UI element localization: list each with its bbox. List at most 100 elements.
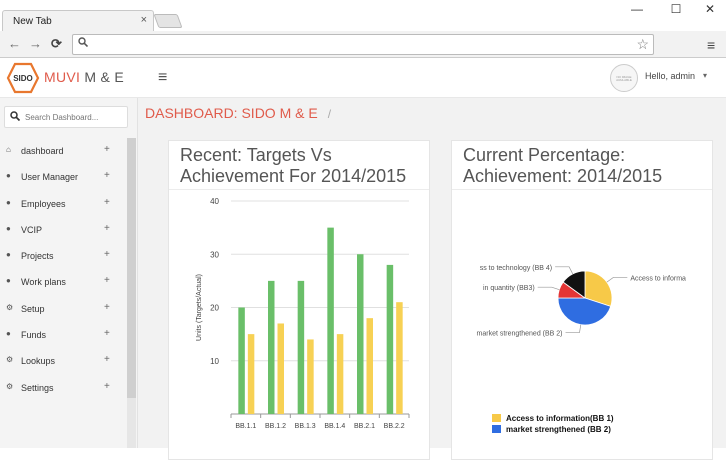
page-title: DASHBOARD: SIDO M & E <box>145 105 318 121</box>
pie-slice <box>562 270 586 299</box>
sidebar-item-label: Employees <box>21 198 66 209</box>
slice-label: in quantity (BB3) <box>483 285 535 292</box>
slice-label: market strengthened (BB 2) <box>477 331 563 338</box>
logo[interactable]: SIDO MUVI M & E <box>0 58 136 98</box>
users-icon: ● <box>6 197 11 207</box>
expand-icon[interactable]: + <box>104 144 110 155</box>
legend-swatch <box>492 414 501 422</box>
expand-icon[interactable]: + <box>104 380 110 392</box>
sidebar-item-vcip[interactable]: ● VCIP + <box>0 217 126 243</box>
tab-close-icon[interactable]: × <box>140 14 147 26</box>
sidebar-item-label: Settings <box>21 382 54 393</box>
expand-icon[interactable]: + <box>104 354 110 366</box>
main-content: DASHBOARD: SIDO M & E / Recent: Targets V… <box>138 98 726 460</box>
x-tick-label: BB.1.2 <box>265 423 286 430</box>
reload-icon[interactable]: ⟳ <box>51 36 62 51</box>
expand-icon[interactable]: + <box>104 170 110 182</box>
pie-chart: Access to informa market strengthened (BB… <box>477 265 687 434</box>
back-icon[interactable]: ← <box>8 36 21 51</box>
sidebar-scrollbar[interactable] <box>127 138 136 448</box>
sidebar-item-label: Setup <box>21 303 45 314</box>
expand-icon[interactable]: + <box>104 275 110 287</box>
sidebar-item-label: Projects <box>21 251 54 262</box>
expand-icon[interactable]: + <box>104 196 110 208</box>
expand-icon[interactable]: + <box>104 249 110 261</box>
users-icon: ● <box>6 250 11 260</box>
sidebar-item-work-plans[interactable]: ● Work plans + <box>0 269 126 295</box>
percentage-chart-panel: Current Percentage: Achievement: 2014/20… <box>451 140 713 460</box>
browser-menu-icon[interactable]: ≡ <box>707 37 716 53</box>
legend-label: Access to information(BB 1) <box>506 414 614 423</box>
sidebar-item-user-manager[interactable]: ● User Manager + <box>0 164 126 190</box>
x-tick-label: BB.2.1 <box>354 423 375 430</box>
user-greeting[interactable]: Hello, admin <box>645 71 696 81</box>
browser-tab[interactable]: New Tab × <box>2 10 154 31</box>
search-icon <box>10 111 21 124</box>
slice-label: Access to informa <box>630 275 686 282</box>
sidebar-item-projects[interactable]: ● Projects + <box>0 243 126 269</box>
expand-icon[interactable]: + <box>104 328 110 340</box>
sidebar-item-label: Funds <box>21 330 47 341</box>
y-tick-label: 30 <box>210 250 219 259</box>
sidebar-item-setup[interactable]: ⚙ Setup + <box>0 296 126 322</box>
gear-icon: ⚙ <box>6 381 14 391</box>
y-tick-label: 10 <box>210 357 219 366</box>
sidebar-toggle-icon[interactable]: ≡ <box>158 69 168 86</box>
sidebar-item-employees[interactable]: ● Employees + <box>0 191 126 217</box>
bar <box>277 323 284 414</box>
address-bar[interactable]: ☆ <box>72 34 654 55</box>
chevron-down-icon[interactable]: ▾ <box>703 71 708 80</box>
bar <box>327 227 334 414</box>
sidebar-item-dashboard[interactable]: ⌂ dashboard + <box>0 138 126 164</box>
scrollbar-thumb[interactable] <box>127 138 136 398</box>
close-window-button[interactable]: ✕ <box>704 2 716 16</box>
svg-text:SIDO: SIDO <box>13 74 33 83</box>
tab-title: New Tab <box>13 16 52 27</box>
bar-chart: 10 20 30 40 Units (Targets/Actual) BB.1.1 BB.1… <box>196 197 410 430</box>
sidebar-item-label: dashboard <box>21 146 64 156</box>
bar <box>297 280 305 414</box>
search-icon <box>78 37 89 50</box>
panel-divider <box>452 189 712 190</box>
forward-icon[interactable]: → <box>29 36 42 51</box>
sidebar-item-lookups[interactable]: ⚙ Lookups + <box>0 348 126 374</box>
expand-icon[interactable]: + <box>104 222 110 234</box>
y-tick-label: 20 <box>210 304 219 313</box>
x-tick-label: BB.1.3 <box>295 423 316 430</box>
bookmark-star-icon[interactable]: ☆ <box>636 36 649 52</box>
new-tab-button[interactable] <box>153 14 183 28</box>
search-input[interactable] <box>25 110 125 125</box>
sido-logo-icon: SIDO <box>6 62 40 94</box>
bar <box>357 254 364 414</box>
slice-leader-line <box>555 266 574 275</box>
sidebar-item-funds[interactable]: ● Funds + <box>0 322 126 348</box>
bar <box>366 318 373 414</box>
users-icon: ● <box>6 223 11 233</box>
avatar[interactable]: NO IMAGE AVAILABLE <box>610 64 638 92</box>
breadcrumb: DASHBOARD: SIDO M & E / <box>145 105 331 121</box>
minimize-button[interactable]: — <box>631 2 643 16</box>
sidebar-item-settings[interactable]: ⚙ Settings + <box>0 375 126 401</box>
panel-title: Current Percentage: Achievement: 2014/20… <box>463 145 663 186</box>
bar <box>238 307 245 414</box>
sidebar-item-label: User Manager <box>21 172 79 183</box>
maximize-button[interactable]: ☐ <box>670 2 682 16</box>
sidebar-item-label: VCIP <box>21 224 43 235</box>
slice-leader-line <box>606 277 628 283</box>
bar <box>336 334 344 414</box>
y-axis-label: Units (Targets/Actual) <box>196 274 203 341</box>
bar <box>396 302 403 414</box>
browser-toolbar: ← → ⟳ ☆ ≡ <box>0 31 726 58</box>
expand-icon[interactable]: + <box>104 301 110 313</box>
users-icon: ● <box>6 276 11 286</box>
user-icon: ● <box>6 171 11 181</box>
x-tick-label: BB.1.4 <box>324 423 345 430</box>
x-tick-label: BB.2.2 <box>384 423 405 430</box>
slice-leader-line <box>537 286 560 290</box>
app-header: SIDO MUVI M & E ≡ NO IMAGE AVAILABLE Hel… <box>0 58 726 98</box>
slice-leader-line <box>565 324 582 333</box>
legend-swatch <box>492 425 501 433</box>
bar <box>307 339 314 414</box>
x-tick-label: BB.1.1 <box>235 423 256 430</box>
users-icon: ● <box>6 329 11 339</box>
